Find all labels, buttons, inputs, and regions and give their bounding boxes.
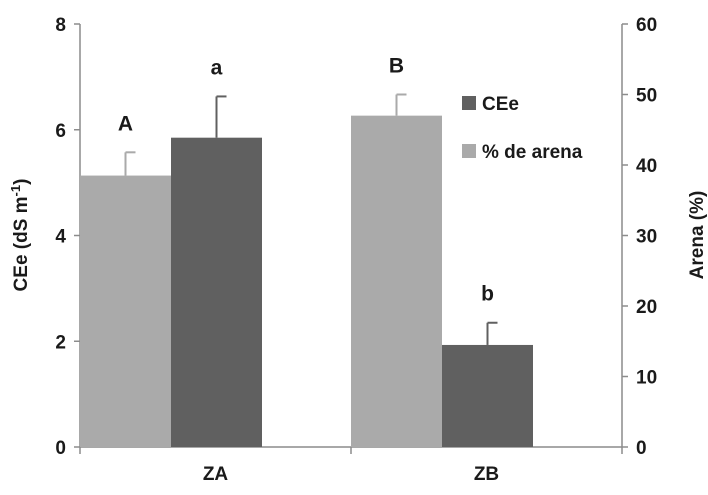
x-category-label: ZA (203, 464, 229, 485)
significance-letter: b (481, 283, 494, 306)
y-left-tick-label: 0 (55, 438, 66, 459)
y-axis-left-title-superscript: -1 (8, 185, 23, 197)
tick-labels: 0 2 4 6 8 0 10 20 30 40 50 60 ZA ZB (55, 15, 657, 485)
significance-letters: Aa Bb (118, 55, 494, 306)
y-left-tick-label: 8 (55, 15, 66, 36)
y-right-tick-label: 30 (636, 227, 657, 248)
y-axis-left-title: CEe (dS m-1) (8, 179, 32, 292)
y-right-tick-label: 0 (636, 438, 647, 459)
y-right-tick-label: 40 (636, 156, 657, 177)
y-right-tick-label: 10 (636, 368, 657, 389)
x-category-label: ZB (474, 464, 499, 485)
bar (80, 175, 171, 447)
y-right-tick-label: 50 (636, 86, 657, 107)
y-right-tick-label: 60 (636, 15, 657, 36)
legend-swatch (462, 96, 476, 110)
significance-letter: B (389, 55, 404, 78)
bar (351, 115, 442, 448)
bar (171, 137, 262, 447)
y-axis-left-title-main: CEe (dS m (11, 196, 32, 291)
bars (80, 115, 533, 448)
y-left-tick-label: 6 (55, 121, 66, 142)
significance-letter: a (211, 56, 223, 79)
legend: CEe % de arena (462, 94, 583, 163)
significance-letter: A (118, 112, 133, 135)
error-bars (124, 93, 498, 345)
y-left-tick-label: 4 (55, 227, 66, 248)
y-right-tick-label: 20 (636, 297, 657, 318)
legend-label: % de arena (482, 142, 583, 163)
bar (442, 344, 533, 447)
y-left-tick-label: 2 (55, 332, 66, 353)
legend-swatch (462, 144, 476, 158)
legend-label: CEe (482, 94, 519, 115)
y-axis-left-title-close: ) (11, 179, 32, 185)
y-axis-right-title: Arena (%) (687, 191, 708, 280)
